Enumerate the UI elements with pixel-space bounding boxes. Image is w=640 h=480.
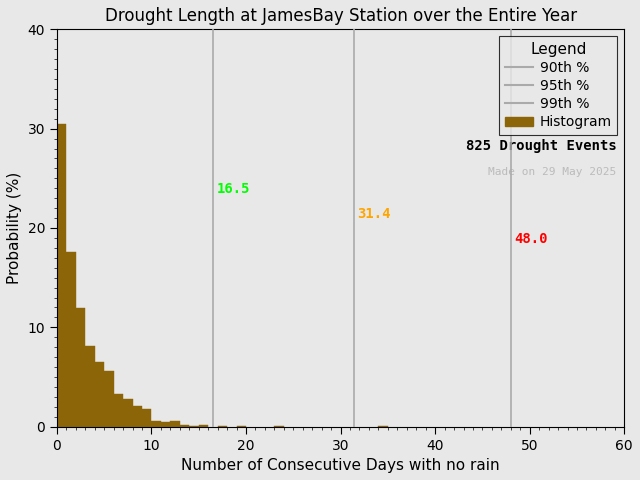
Bar [161, 422, 170, 427]
Bar [123, 399, 132, 427]
Bar [170, 421, 180, 427]
Bar [180, 425, 189, 427]
Text: 48.0: 48.0 [515, 232, 548, 246]
Text: Made on 29 May 2025: Made on 29 May 2025 [488, 167, 616, 177]
Bar [95, 362, 104, 427]
Bar [218, 426, 227, 427]
Y-axis label: Probability (%): Probability (%) [7, 172, 22, 284]
Bar [104, 371, 114, 427]
Bar [142, 409, 152, 427]
Text: 31.4: 31.4 [358, 207, 391, 221]
Bar [199, 425, 208, 427]
Bar [132, 406, 142, 427]
Legend: 90th %, 95th %, 99th %, Histogram: 90th %, 95th %, 99th %, Histogram [499, 36, 618, 135]
Bar [114, 394, 123, 427]
Bar [67, 252, 76, 427]
Text: 16.5: 16.5 [217, 182, 250, 196]
Bar [152, 421, 161, 427]
Title: Drought Length at JamesBay Station over the Entire Year: Drought Length at JamesBay Station over … [104, 7, 577, 25]
Bar [85, 346, 95, 427]
X-axis label: Number of Consecutive Days with no rain: Number of Consecutive Days with no rain [181, 458, 500, 473]
Bar [275, 426, 284, 427]
Bar [237, 426, 246, 427]
Text: 825 Drought Events: 825 Drought Events [465, 139, 616, 153]
Bar [57, 124, 67, 427]
Bar [76, 309, 85, 427]
Bar [378, 426, 388, 427]
Bar [189, 426, 199, 427]
